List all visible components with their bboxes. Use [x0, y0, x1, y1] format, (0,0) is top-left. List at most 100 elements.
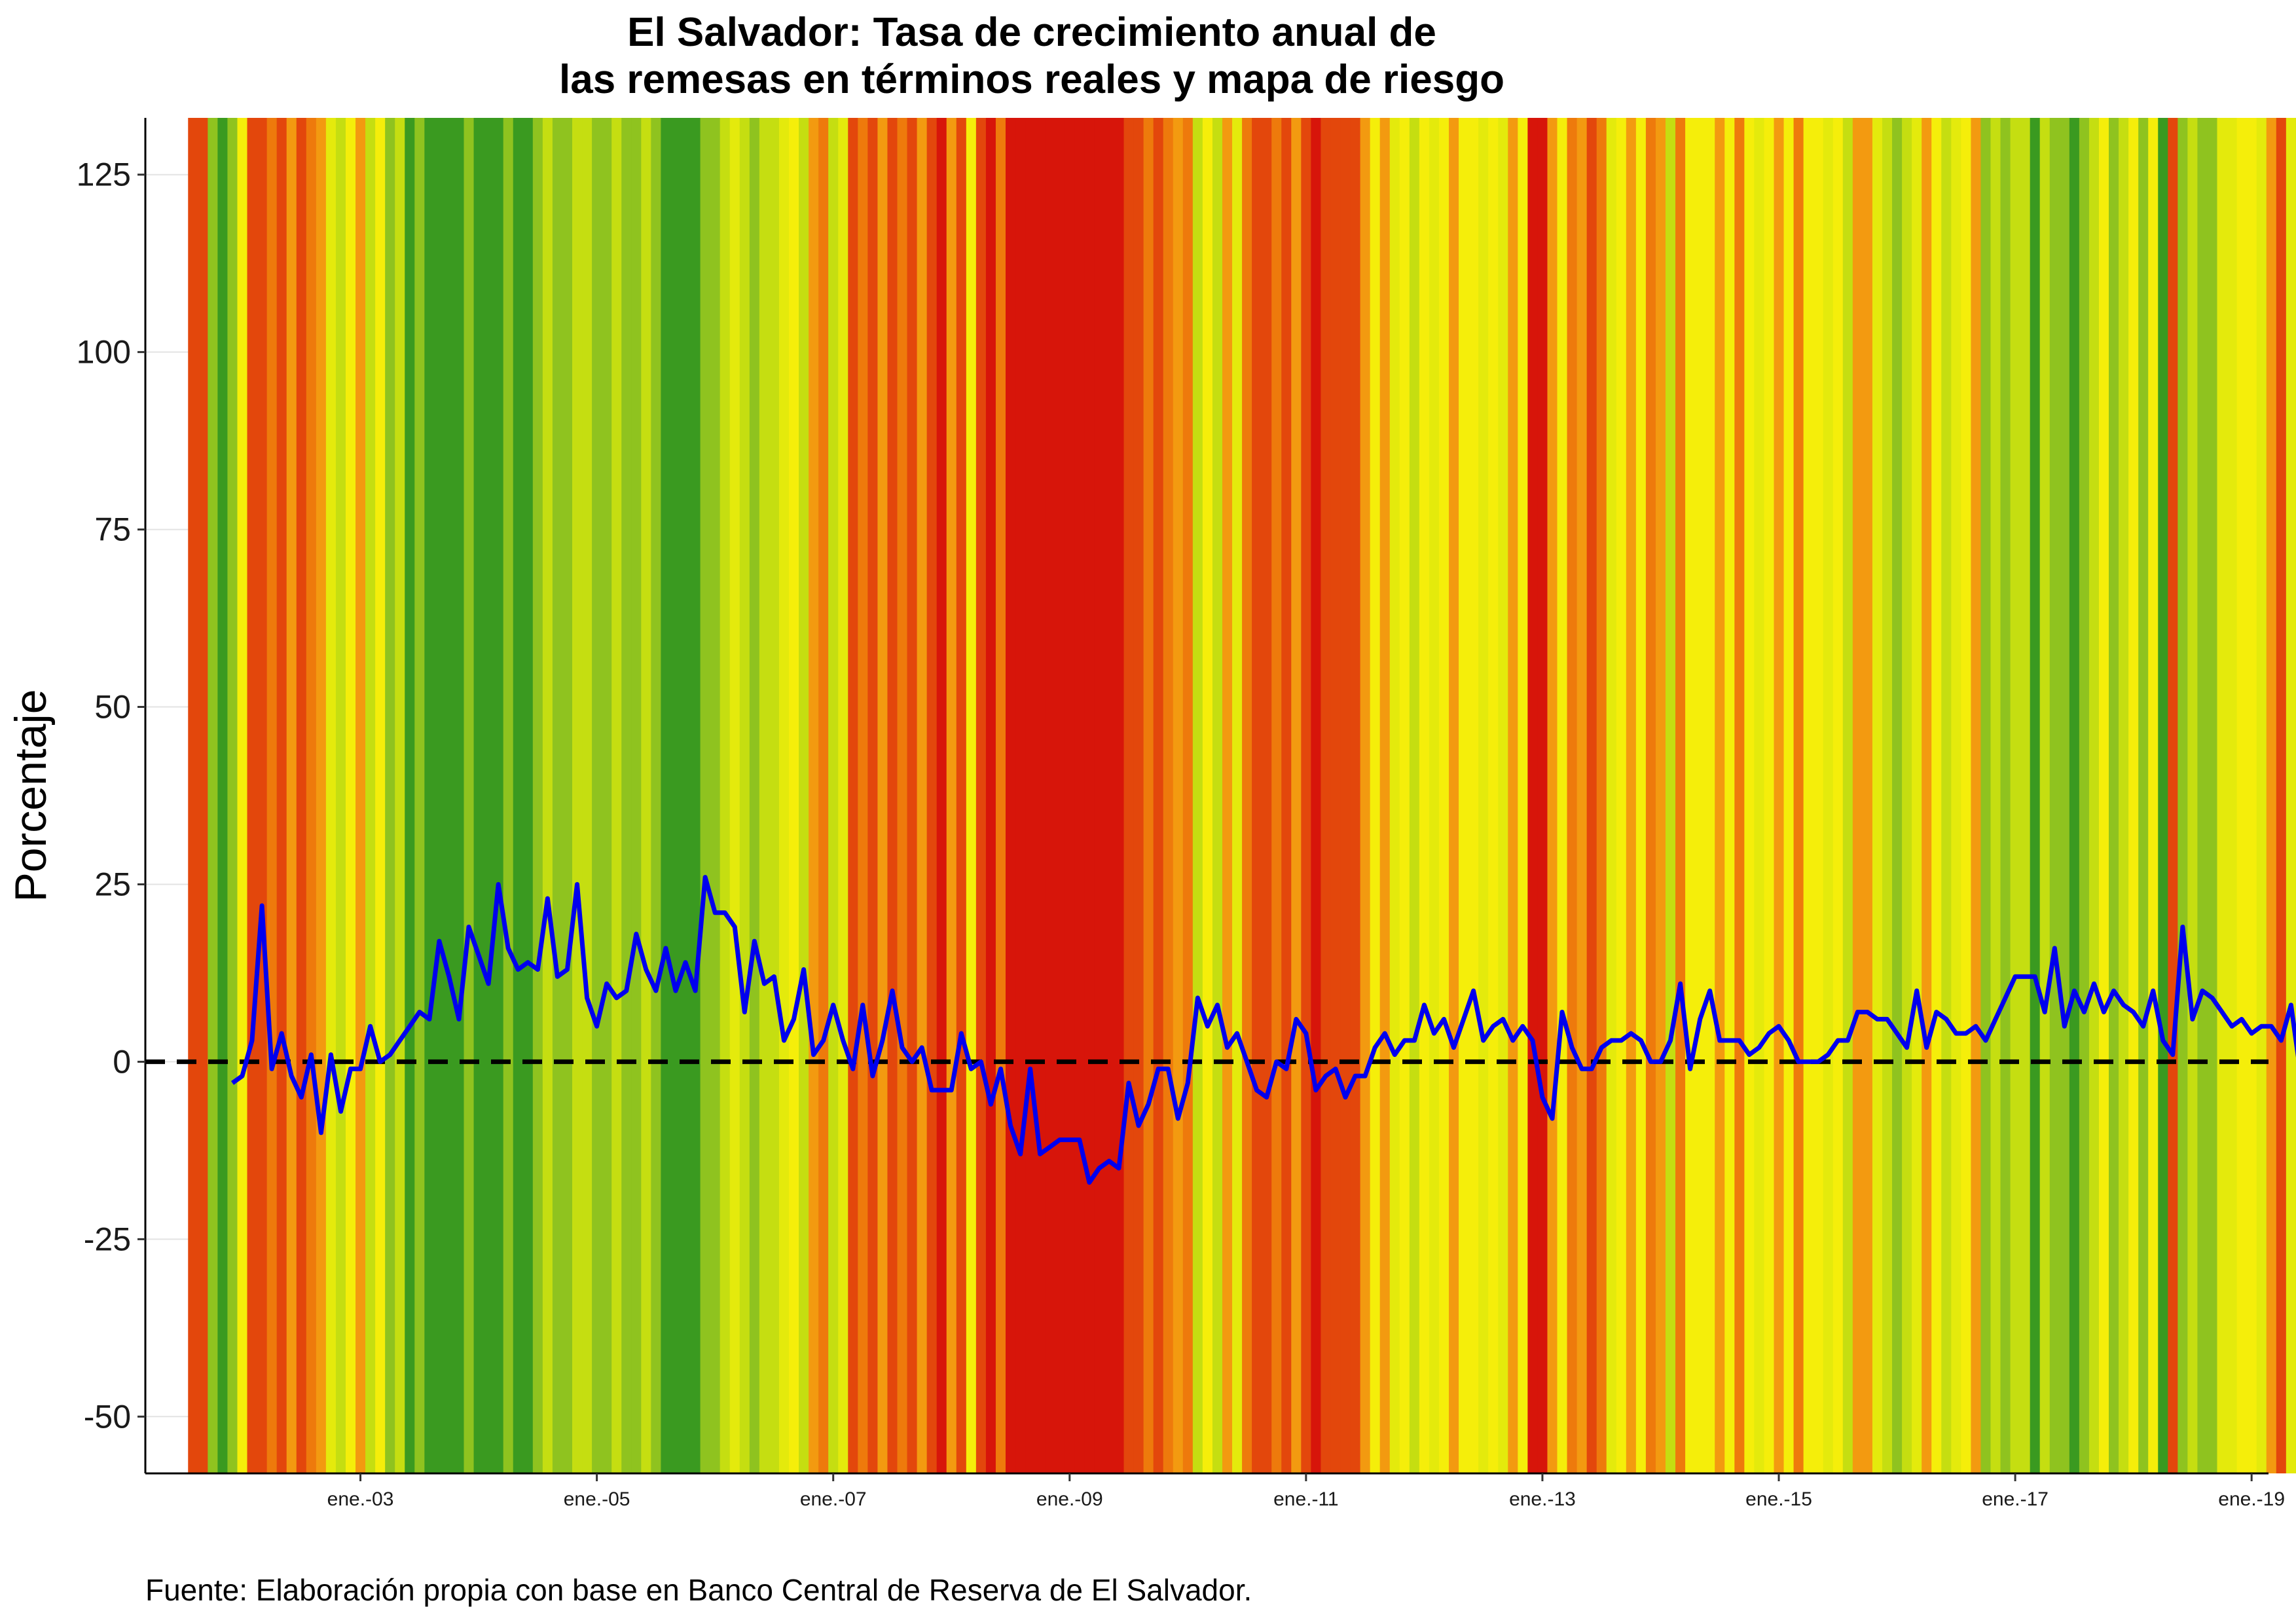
- risk-band: [1931, 118, 1942, 1473]
- x-tick-label: ene.-03: [327, 1488, 394, 1510]
- chart-title-line2: las remesas en términos reales y mapa de…: [559, 57, 1504, 102]
- risk-band: [1252, 118, 1262, 1473]
- risk-band: [887, 118, 898, 1473]
- risk-band: [1912, 118, 1922, 1473]
- risk-band: [1685, 118, 1696, 1473]
- y-tick-label: -50: [84, 1398, 131, 1435]
- risk-band: [1852, 118, 1863, 1473]
- y-tick-label: 100: [77, 334, 131, 371]
- risk-band: [1675, 118, 1686, 1473]
- x-tick-label: ene.-17: [1982, 1488, 2049, 1510]
- y-tick-label: 75: [94, 511, 131, 548]
- risk-band: [848, 118, 859, 1473]
- risk-band: [818, 118, 829, 1473]
- risk-band: [1301, 118, 1312, 1473]
- risk-band: [532, 118, 543, 1473]
- risk-band: [1399, 118, 1410, 1473]
- risk-band: [1202, 118, 1213, 1473]
- risk-band: [513, 118, 524, 1473]
- risk-band: [985, 118, 996, 1473]
- risk-band: [1774, 118, 1785, 1473]
- risk-band: [602, 118, 612, 1473]
- risk-band: [1961, 118, 1972, 1473]
- risk-band: [1715, 118, 1726, 1473]
- risk-band: [907, 118, 918, 1473]
- risk-band: [552, 118, 563, 1473]
- risk-band: [1084, 118, 1095, 1473]
- risk-band: [1734, 118, 1745, 1473]
- risk-band: [237, 118, 248, 1473]
- risk-band: [1586, 118, 1597, 1473]
- risk-band: [1971, 118, 1982, 1473]
- risk-band: [522, 118, 534, 1473]
- risk-band: [1498, 118, 1509, 1473]
- risk-band: [2069, 118, 2080, 1473]
- risk-band: [975, 118, 987, 1473]
- risk-band: [661, 118, 672, 1473]
- risk-band: [1055, 118, 1066, 1473]
- risk-band: [729, 118, 740, 1473]
- risk-band: [1468, 118, 1479, 1473]
- risk-band: [2227, 118, 2238, 1473]
- risk-band: [1311, 118, 1322, 1473]
- risk-band: [345, 118, 356, 1473]
- risk-band: [739, 118, 750, 1473]
- risk-band: [2059, 118, 2070, 1473]
- x-tick-label: ene.-07: [800, 1488, 867, 1510]
- risk-band: [897, 118, 908, 1473]
- risk-band: [2207, 118, 2218, 1473]
- chart-title-line1: El Salvador: Tasa de crecimiento anual d…: [627, 10, 1436, 55]
- risk-band: [799, 118, 809, 1473]
- risk-band: [1449, 118, 1459, 1473]
- risk-band: [405, 118, 416, 1473]
- risk-band: [247, 118, 258, 1473]
- x-tick-label: ene.-19: [2218, 1488, 2285, 1510]
- risk-band: [1192, 118, 1203, 1473]
- risk-band: [926, 118, 938, 1473]
- risk-band: [1803, 118, 1814, 1473]
- risk-band: [2020, 118, 2031, 1473]
- risk-band: [2039, 118, 2050, 1473]
- risk-band: [1557, 118, 1568, 1473]
- risk-band: [375, 118, 386, 1473]
- risk-band: [2010, 118, 2021, 1473]
- risk-band: [1271, 118, 1283, 1473]
- x-tick-label: ene.-15: [1745, 1488, 1812, 1510]
- risk-band: [1143, 118, 1154, 1473]
- risk-band: [1842, 118, 1853, 1473]
- x-tick-label: ene.-09: [1036, 1488, 1103, 1510]
- risk-band: [1645, 118, 1656, 1473]
- risk-band: [2138, 118, 2149, 1473]
- risk-band: [1025, 118, 1036, 1473]
- x-tick-label: ene.-11: [1273, 1488, 1339, 1510]
- risk-band: [2217, 118, 2228, 1473]
- y-tick-label: -25: [84, 1221, 131, 1257]
- y-axis-label: Porcentaje: [6, 689, 56, 902]
- y-tick-label: 25: [94, 866, 131, 902]
- risk-band: [1941, 118, 1952, 1473]
- risk-band: [1793, 118, 1804, 1473]
- risk-band: [493, 118, 504, 1473]
- risk-band: [1232, 118, 1243, 1473]
- risk-band: [1744, 118, 1755, 1473]
- risk-band: [2266, 118, 2277, 1473]
- risk-band: [769, 118, 780, 1473]
- risk-band: [1074, 118, 1085, 1473]
- risk-band: [1222, 118, 1233, 1473]
- risk-band: [473, 118, 484, 1473]
- risk-band: [2128, 118, 2139, 1473]
- risk-band: [1902, 118, 1912, 1473]
- risk-band: [1754, 118, 1765, 1473]
- risk-band: [454, 118, 465, 1473]
- risk-band: [1764, 118, 1775, 1473]
- risk-band: [1695, 118, 1705, 1473]
- risk-band: [1379, 118, 1391, 1473]
- risk-band: [631, 118, 642, 1473]
- risk-band: [365, 118, 376, 1473]
- risk-band: [1340, 118, 1351, 1473]
- risk-band: [1438, 118, 1449, 1473]
- risk-band: [1488, 118, 1499, 1473]
- risk-band: [828, 118, 839, 1473]
- risk-band: [1537, 118, 1548, 1473]
- risk-band: [966, 118, 977, 1473]
